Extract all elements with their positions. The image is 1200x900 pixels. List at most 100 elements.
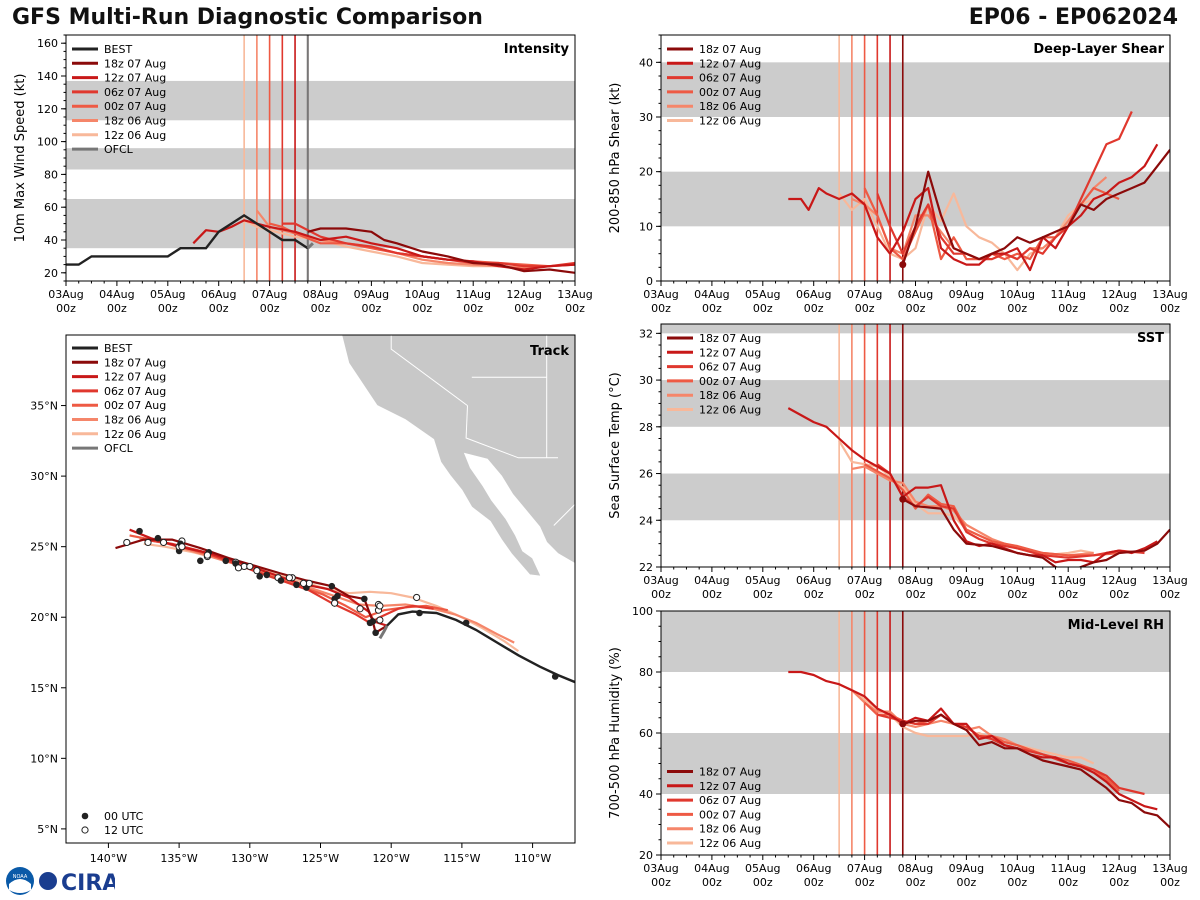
rh-xtick-date: 04Aug bbox=[694, 862, 729, 875]
intensity-ytick-label: 100 bbox=[37, 136, 58, 149]
rh-xtick-hour: 00z bbox=[1007, 876, 1027, 889]
track-12utc-marker bbox=[159, 538, 168, 547]
shear-shade-band bbox=[661, 62, 1170, 117]
track-xtick-label: 140°W bbox=[90, 852, 127, 865]
rh-legend-label: 06z 07 Aug bbox=[699, 794, 761, 807]
sst-xtick-hour: 00z bbox=[1109, 588, 1129, 601]
track-00utc-marker bbox=[366, 619, 374, 627]
track-legend-label: BEST bbox=[104, 342, 132, 355]
figure-title: GFS Multi-Run Diagnostic Comparison bbox=[12, 5, 483, 30]
sst-shade-band bbox=[661, 324, 1170, 334]
shear-ylabel: 200-850 hPa Shear (kt) bbox=[608, 83, 623, 234]
track-ytick-label: 30°N bbox=[30, 470, 58, 483]
shear-ytick-label: 0 bbox=[646, 275, 653, 288]
sst-legend-label: 12z 07 Aug bbox=[699, 346, 761, 359]
intensity-xtick-date: 04Aug bbox=[99, 288, 134, 301]
sst-panel-title: SST bbox=[1137, 331, 1164, 346]
intensity-xtick-date: 10Aug bbox=[405, 288, 440, 301]
track-ytick-label: 20°N bbox=[30, 611, 58, 624]
rh-ytick-label: 60 bbox=[639, 727, 653, 740]
shear-xtick-date: 10Aug bbox=[1000, 288, 1035, 301]
track-00utc-marker bbox=[154, 534, 162, 542]
rh-legend-label: 18z 07 Aug bbox=[699, 766, 761, 779]
intensity-series-line bbox=[307, 227, 575, 274]
shear-ytick-label: 30 bbox=[639, 111, 653, 124]
shear-xtick-hour: 00z bbox=[1007, 302, 1027, 315]
sst-xtick-hour: 00z bbox=[1058, 588, 1078, 601]
rh-xtick-date: 07Aug bbox=[847, 862, 882, 875]
sst-xtick-date: 12Aug bbox=[1101, 574, 1136, 587]
track-series-line bbox=[115, 538, 388, 634]
intensity-legend-label: 00z 07 Aug bbox=[104, 100, 166, 113]
shear-xtick-hour: 00z bbox=[702, 302, 722, 315]
rh-ytick-label: 100 bbox=[632, 605, 653, 618]
track-ytick-label: 25°N bbox=[30, 541, 58, 554]
intensity-legend-label: OFCL bbox=[104, 143, 134, 156]
shear-xtick-date: 13Aug bbox=[1152, 288, 1187, 301]
intensity-xtick-hour: 00z bbox=[260, 302, 280, 315]
shear-xtick-hour: 00z bbox=[804, 302, 824, 315]
state-border bbox=[390, 335, 468, 407]
sst-ytick-label: 30 bbox=[639, 374, 653, 387]
intensity-shade-band bbox=[66, 148, 575, 170]
intensity-plot-area bbox=[66, 35, 575, 281]
rh-xtick-hour: 00z bbox=[804, 876, 824, 889]
shear-xtick-hour: 00z bbox=[651, 302, 671, 315]
intensity-xtick-hour: 00z bbox=[412, 302, 432, 315]
track-panel-title: Track bbox=[530, 344, 569, 359]
track-ytick-label: 15°N bbox=[30, 682, 58, 695]
shear-xtick-date: 11Aug bbox=[1050, 288, 1085, 301]
rh-xtick-hour: 00z bbox=[1109, 876, 1129, 889]
intensity-legend-label: 18z 07 Aug bbox=[104, 57, 166, 70]
rh-xtick-date: 03Aug bbox=[643, 862, 678, 875]
rh-xtick-date: 09Aug bbox=[949, 862, 984, 875]
rh-xtick-hour: 00z bbox=[855, 876, 875, 889]
rh-legend-label: 18z 06 Aug bbox=[699, 823, 761, 836]
best-00utc-marker bbox=[551, 673, 559, 680]
shear-legend-label: 18z 06 Aug bbox=[699, 100, 761, 113]
shear-xtick-hour: 00z bbox=[957, 302, 977, 315]
rh-xtick-date: 06Aug bbox=[796, 862, 831, 875]
intensity-xtick-hour: 00z bbox=[311, 302, 331, 315]
rh-series-line bbox=[877, 713, 1145, 796]
sst-xtick-date: 06Aug bbox=[796, 574, 831, 587]
track-legend-label: 18z 07 Aug bbox=[104, 356, 166, 369]
rh-xtick-date: 08Aug bbox=[898, 862, 933, 875]
shear-legend-label: 12z 06 Aug bbox=[699, 115, 761, 128]
track-12utc-marker bbox=[376, 616, 384, 624]
rh-legend-label: 12z 07 Aug bbox=[699, 780, 761, 793]
intensity-xtick-date: 03Aug bbox=[48, 288, 83, 301]
sst-legend-label: 18z 06 Aug bbox=[699, 389, 761, 402]
track-xtick-label: 135°W bbox=[160, 852, 197, 865]
intensity-xtick-hour: 00z bbox=[107, 302, 127, 315]
shear-xtick-date: 07Aug bbox=[847, 288, 882, 301]
marker-legend-filled bbox=[81, 812, 89, 820]
intensity-ytick-label: 60 bbox=[44, 201, 58, 214]
intensity-xtick-date: 07Aug bbox=[252, 288, 287, 301]
intensity-ytick-label: 80 bbox=[44, 168, 58, 181]
track-00utc-marker bbox=[293, 581, 300, 589]
track-00utc-marker bbox=[197, 557, 204, 565]
rh-ytick-label: 40 bbox=[639, 788, 653, 801]
sst-shade-band bbox=[661, 380, 1170, 427]
intensity-legend-label: BEST bbox=[104, 43, 132, 56]
intensity-xtick-hour: 00z bbox=[565, 302, 585, 315]
sst-xtick-date: 03Aug bbox=[643, 574, 678, 587]
shear-legend-label: 18z 07 Aug bbox=[699, 43, 761, 56]
sst-xtick-date: 04Aug bbox=[694, 574, 729, 587]
shear-xtick-date: 03Aug bbox=[643, 288, 678, 301]
shear-series-line bbox=[788, 143, 1159, 272]
intensity-best-line bbox=[66, 213, 309, 266]
land-mass bbox=[341, 335, 575, 577]
shear-ytick-label: 40 bbox=[639, 56, 653, 69]
rh-xtick-date: 05Aug bbox=[745, 862, 780, 875]
track-00utc-marker bbox=[136, 527, 143, 535]
track-xtick-label: 125°W bbox=[302, 852, 339, 865]
intensity-series-line bbox=[192, 219, 575, 271]
shear-xtick-hour: 00z bbox=[1058, 302, 1078, 315]
track-legend-label: 06z 07 Aug bbox=[104, 385, 166, 398]
logos-graphic: NOAA CIRA bbox=[6, 867, 119, 896]
noaa-logo-text: NOAA bbox=[13, 874, 28, 880]
rh-xtick-hour: 00z bbox=[906, 876, 926, 889]
